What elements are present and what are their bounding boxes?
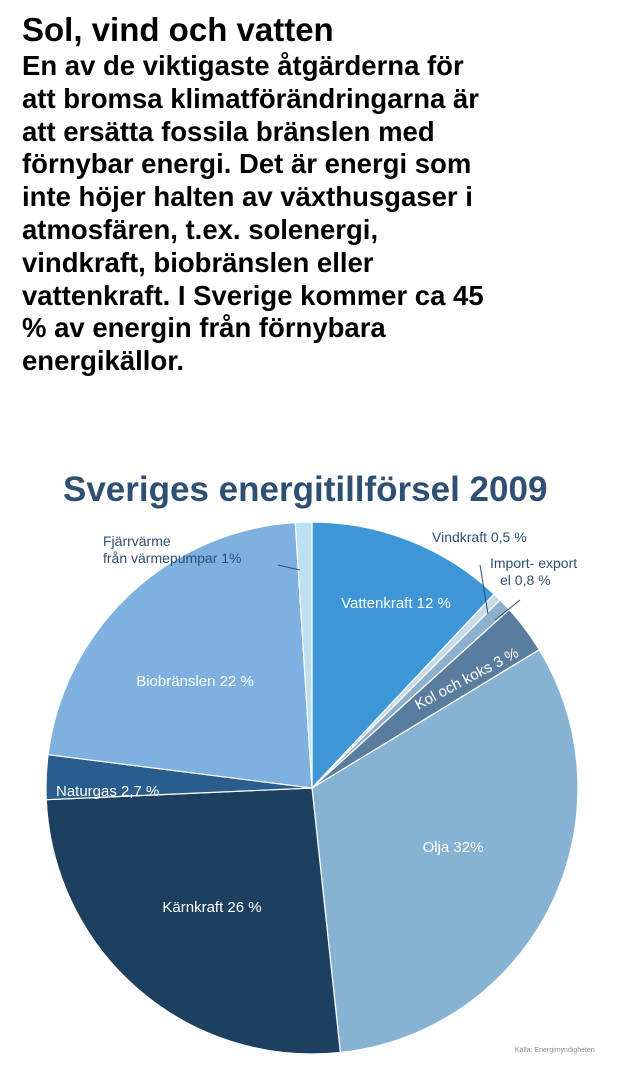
pie-chart: Sveriges energitillförsel 2009 Vattenkra… bbox=[0, 460, 630, 1080]
leader-line bbox=[277, 564, 301, 571]
pie-slice-fjarrvarme-fran-varmepumpar-1 bbox=[294, 521, 313, 789]
pie-label-karnkraft-26: Kärnkraft 26 % bbox=[162, 899, 261, 916]
pie-label-fjarrvarme-fran-varmepumpar-1: Fjärrvärme från värmepumpar 1% bbox=[103, 533, 242, 566]
article-line: energikällor. bbox=[22, 345, 185, 377]
pie-chart-svg: Vattenkraft 12 % Vindkraft 0,5 % Import- e… bbox=[45, 521, 579, 1055]
article-title: Sol, vind och vatten bbox=[22, 11, 334, 48]
article-line: En av de viktigaste åtgärderna för bbox=[22, 50, 464, 81]
pie-slice-karnkraft-26 bbox=[45, 787, 342, 1055]
article-line: inte höjer halten av växthusgaser i bbox=[22, 181, 473, 213]
chart-source: Källa: Energimyndigheten bbox=[515, 1047, 595, 1054]
pie-label-vattenkraft-12: Vattenkraft 12 % bbox=[341, 595, 451, 612]
article-line: vattenkraft. I Sverige kommer ca 45 bbox=[22, 279, 484, 311]
pie-label-vindkraft-0-5: Vindkraft 0,5 % bbox=[432, 529, 527, 545]
leader-line bbox=[494, 599, 521, 621]
pie-label-olja-32: Olja 32% bbox=[423, 839, 484, 856]
pie-slice-vattenkraft-12 bbox=[311, 521, 495, 790]
article-body: En av de viktigaste åtgärderna för att b… bbox=[22, 50, 582, 378]
leader-line bbox=[479, 564, 489, 615]
article-line: att bromsa klimatförändringarna är bbox=[22, 82, 479, 114]
article: Sol, vind och vatten En av de viktigaste… bbox=[22, 10, 622, 378]
article-line: vindkraft, biobränslen eller bbox=[22, 246, 374, 278]
article-line: förnybar energi. Det är energi som bbox=[22, 148, 472, 180]
article-line: att ersätta fossila bränslen med bbox=[22, 115, 435, 147]
chart-title: Sveriges energitillförsel 2009 bbox=[63, 470, 548, 509]
pie-label-naturgas-2-7: Naturgas 2,7 % bbox=[56, 783, 159, 800]
pie-label-biobranslen-22: Biobränslen 22 % bbox=[136, 673, 254, 690]
pie-slice-biobranslen-22 bbox=[47, 521, 313, 789]
pie-label-import-export-el-0-8: Import- export el 0,8 % bbox=[490, 555, 577, 588]
pie-slice-olja-32 bbox=[311, 648, 579, 1054]
article-line: atmosfären, t.ex. solenergi, bbox=[22, 213, 379, 245]
article-line: % av energin från förnybara bbox=[22, 312, 386, 344]
